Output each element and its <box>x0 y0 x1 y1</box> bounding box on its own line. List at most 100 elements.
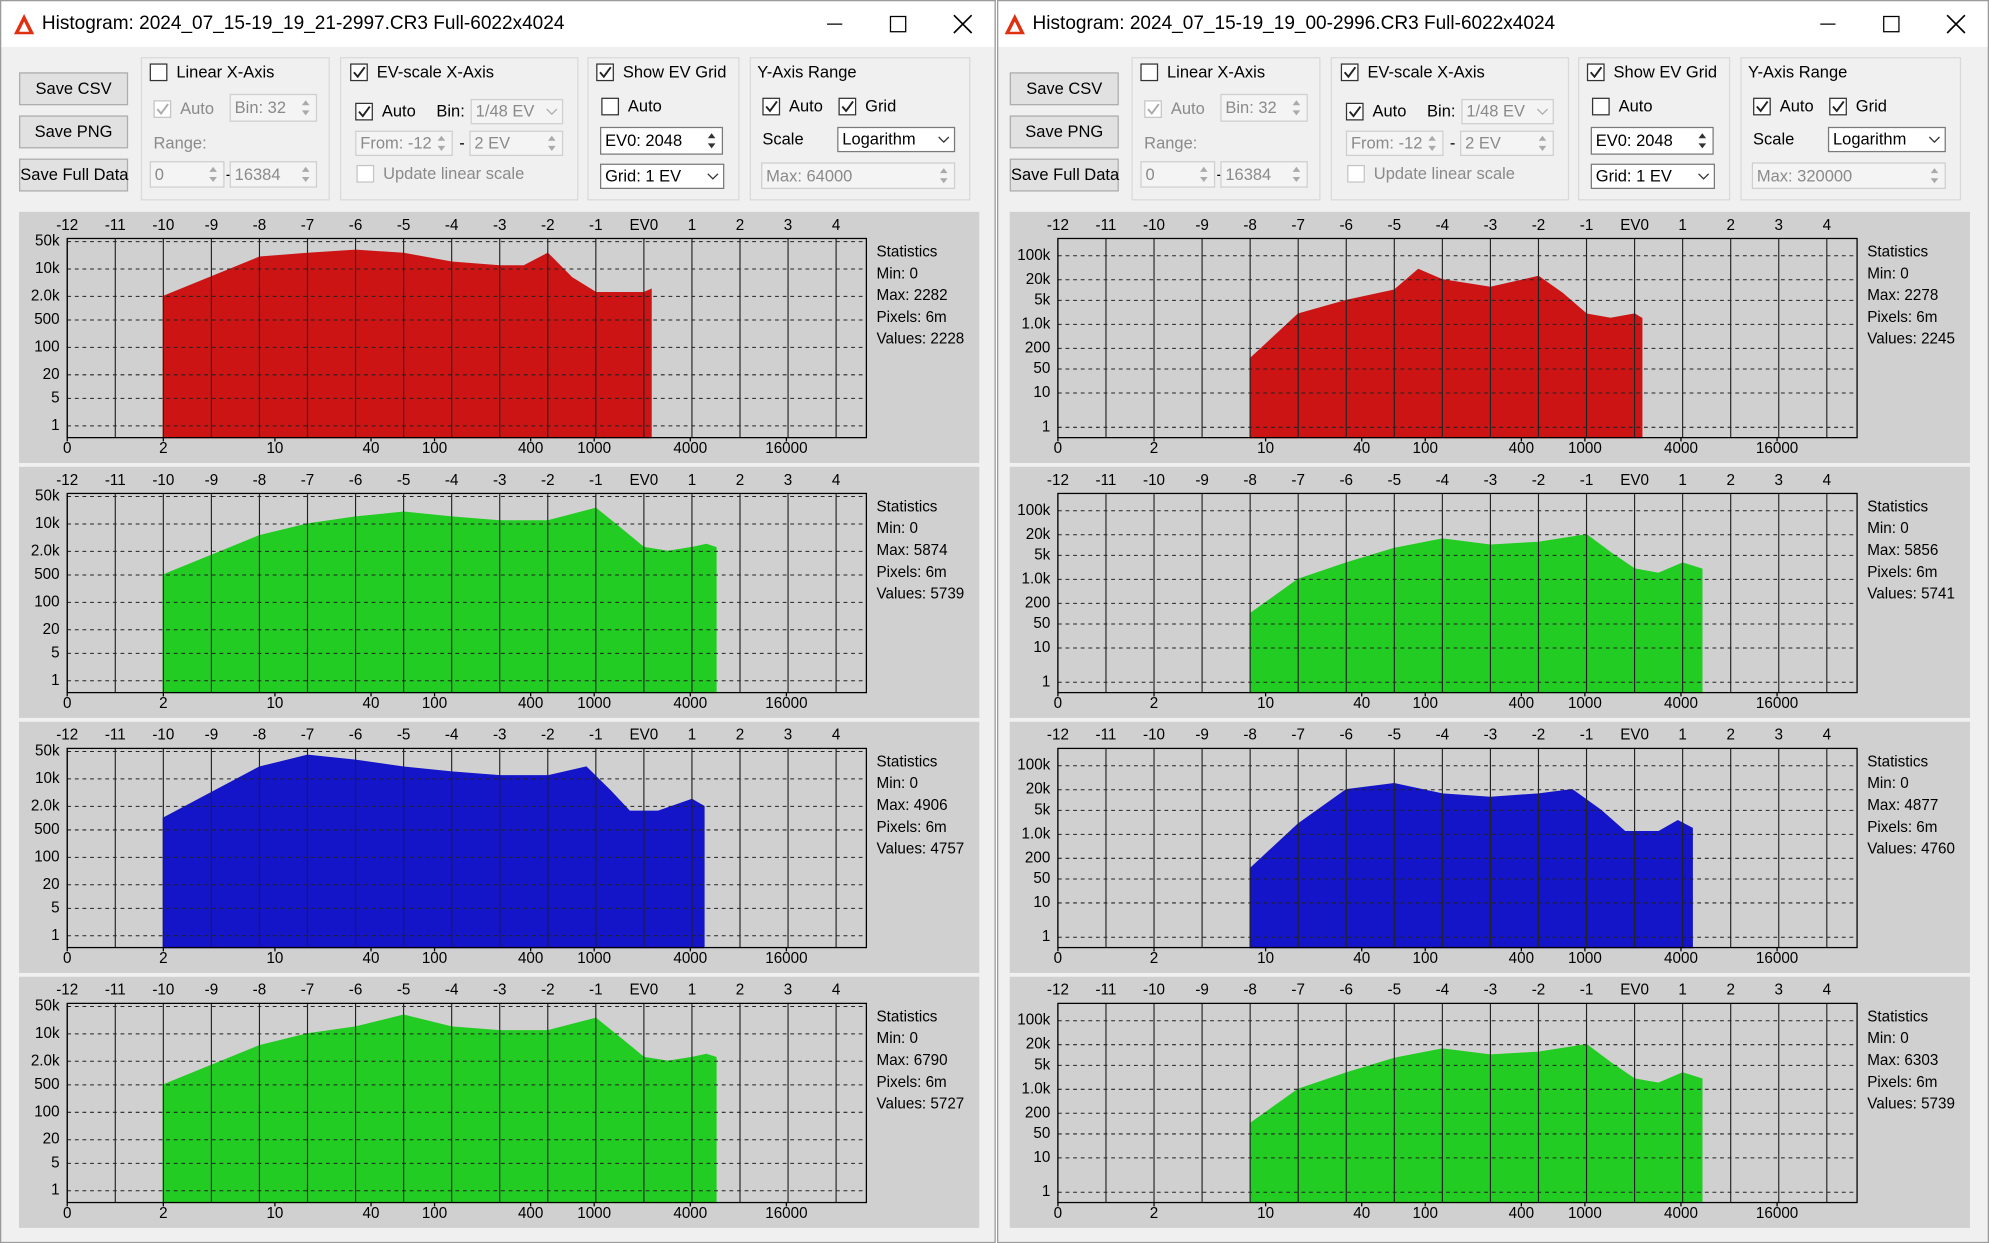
checkbox[interactable] <box>601 97 620 116</box>
stats-text: Min: 0 <box>877 1030 918 1047</box>
checkbox[interactable] <box>1144 100 1162 118</box>
spin-arrows[interactable] <box>1695 128 1710 153</box>
checkbox[interactable] <box>1591 97 1610 116</box>
spin-arrows[interactable] <box>205 162 220 186</box>
checkbox[interactable] <box>1347 164 1365 183</box>
checkbox[interactable] <box>1345 102 1364 121</box>
spin-arrows[interactable] <box>298 162 313 186</box>
maximize[interactable] <box>889 15 907 33</box>
dropdown-arrow[interactable] <box>1696 165 1711 188</box>
button[interactable]: Save CSV <box>19 72 129 106</box>
button[interactable]: Save Full Data <box>19 158 128 192</box>
x-tick-label: 0 <box>63 950 71 967</box>
spin-field[interactable]: Bin: 32 <box>1220 93 1308 122</box>
checkbox[interactable] <box>1140 63 1159 82</box>
field-text: Grid: 1 EV <box>605 166 682 186</box>
spin-field[interactable]: From: -12 <box>1345 130 1444 157</box>
x-tick-label: 40 <box>363 440 380 457</box>
spin-arrows[interactable] <box>1535 132 1550 155</box>
dropdown[interactable]: Logarithm <box>1827 126 1946 153</box>
y-tick-label: 5k <box>1034 801 1050 818</box>
spin-field[interactable]: EV0: 2048 <box>599 126 724 155</box>
ev-tick-label: -3 <box>493 217 507 234</box>
checkbox[interactable] <box>1340 63 1359 82</box>
dropdown-arrow[interactable] <box>936 128 951 151</box>
checkbox[interactable] <box>153 100 172 118</box>
ev-tick-label: 2 <box>736 982 744 999</box>
dropdown[interactable]: Grid: 1 EV <box>599 163 725 190</box>
x-tick-label: 16000 <box>765 1205 807 1222</box>
dropdown[interactable]: Grid: 1 EV <box>1590 163 1716 190</box>
spin-arrows[interactable] <box>1289 95 1304 120</box>
y-tick-label: 100k <box>1017 502 1050 519</box>
y-tick-label: 20 <box>43 366 60 383</box>
spin-field[interactable]: 0 <box>149 161 225 188</box>
checkbox[interactable] <box>762 97 781 116</box>
ev-tick-label: -11 <box>105 727 126 744</box>
spin-field[interactable]: Bin: 32 <box>229 93 318 122</box>
checkbox[interactable] <box>355 102 373 121</box>
stats-text: Pixels: 6m <box>877 309 947 326</box>
plot-frame <box>66 747 868 949</box>
checkbox[interactable] <box>596 63 614 82</box>
spin-arrows[interactable] <box>936 164 951 188</box>
ev-tick-label: 4 <box>1823 727 1832 744</box>
button[interactable]: Save Full Data <box>1009 158 1119 192</box>
spin-field[interactable]: 2 EV <box>469 130 564 157</box>
dropdown-arrow[interactable] <box>705 165 720 188</box>
checkbox[interactable] <box>1753 97 1771 116</box>
button[interactable]: Save PNG <box>1009 115 1119 149</box>
stats-text: Max: 6303 <box>1867 1052 1938 1069</box>
button[interactable]: Save PNG <box>19 115 129 149</box>
x-tick-label: 1000 <box>1568 440 1602 457</box>
app-icon <box>13 13 35 35</box>
checkbox[interactable] <box>149 63 168 82</box>
y-tick-label: 50k <box>35 743 60 760</box>
dropdown[interactable]: Logarithm <box>837 126 956 153</box>
field-text: 16384 <box>234 164 281 184</box>
spin-arrows[interactable] <box>434 132 449 155</box>
ev-tick-label: EV0 <box>630 217 659 234</box>
ev-tick-label: -11 <box>1096 472 1117 489</box>
stats-text: Min: 0 <box>877 520 918 537</box>
spin-field[interactable]: 0 <box>1140 161 1216 188</box>
checkbox[interactable] <box>1829 97 1847 116</box>
checkbox[interactable] <box>1586 63 1605 82</box>
checkbox[interactable] <box>356 164 375 183</box>
spin-arrows[interactable] <box>544 132 559 155</box>
checkbox[interactable] <box>838 97 857 116</box>
spin-field[interactable]: 2 EV <box>1460 130 1554 157</box>
dropdown-arrow[interactable] <box>544 100 559 123</box>
ev-tick-label: -3 <box>493 982 507 999</box>
spin-field[interactable]: EV0: 2048 <box>1590 126 1714 155</box>
button[interactable]: Save CSV <box>1009 72 1119 106</box>
spin-arrows[interactable] <box>1425 132 1440 155</box>
spin-arrows[interactable] <box>298 95 313 120</box>
spin-arrows[interactable] <box>1196 162 1211 186</box>
spin-arrows[interactable] <box>1289 162 1304 186</box>
spin-field[interactable]: From: -12 <box>355 130 453 157</box>
spin-field[interactable]: 16384 <box>229 161 318 188</box>
dropdown[interactable]: 1/48 EV <box>470 98 564 125</box>
close[interactable] <box>953 14 973 34</box>
check-mark <box>841 100 854 113</box>
close[interactable] <box>1946 14 1966 34</box>
spin-field[interactable]: Max: 64000 <box>761 162 956 190</box>
dropdown-arrow[interactable] <box>1927 128 1942 151</box>
ev-tick-label: 2 <box>736 727 744 744</box>
checkbox[interactable] <box>350 63 368 82</box>
histogram-panel: -12 -11 -10 -9 -8 -7 -6 -5 -4 -3 -2 -1 EV0 1 2 3 4 100k 20… <box>1009 211 1970 464</box>
spin-arrows[interactable] <box>704 128 719 153</box>
checkbox-label: EV-scale X-Axis <box>1367 62 1485 82</box>
spin-field[interactable]: Max: 320000 <box>1751 162 1946 190</box>
spin-arrows[interactable] <box>1927 164 1942 188</box>
ev-tick-label: -1 <box>1580 472 1594 489</box>
ev-tick-label: 1 <box>688 217 696 234</box>
dropdown[interactable]: 1/48 EV <box>1461 98 1554 125</box>
spin-field[interactable]: 16384 <box>1220 161 1308 188</box>
dropdown-arrow[interactable] <box>1535 100 1550 123</box>
window-buttons[interactable] <box>1805 0 1983 47</box>
maximize[interactable] <box>1883 15 1900 33</box>
window-buttons[interactable] <box>812 0 990 47</box>
stats-text: Max: 2278 <box>1867 287 1938 304</box>
